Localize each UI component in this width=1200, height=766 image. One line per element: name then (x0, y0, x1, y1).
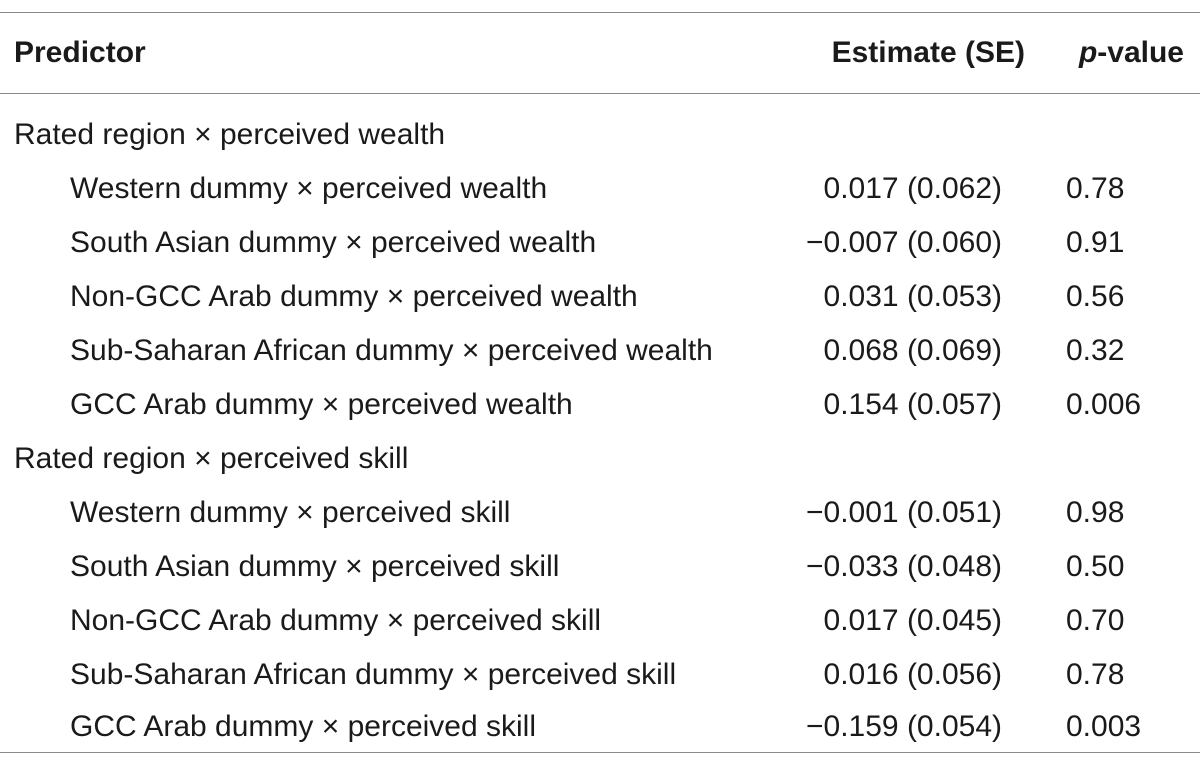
estimate-cell: −0.007 (0.060) (806, 226, 1002, 259)
p-value-cell: 0.32 (1066, 334, 1125, 367)
table-row: Sub-Saharan African dummy × perceived sk… (0, 648, 1200, 702)
estimate-cell: 0.016 (0.056) (823, 658, 1002, 691)
estimate-cell: 0.031 (0.053) (823, 280, 1002, 313)
predictor-cell: South Asian dummy × perceived skill (70, 550, 560, 583)
predictor-cell: Non-GCC Arab dummy × perceived skill (70, 604, 602, 637)
estimate-cell: −0.001 (0.051) (806, 496, 1002, 529)
header-rule (0, 93, 1200, 94)
predictor-cell: Non-GCC Arab dummy × perceived wealth (70, 280, 638, 313)
top-rule (0, 12, 1200, 13)
estimate-cell: −0.159 (0.054) (806, 710, 1002, 743)
p-value-cell: 0.006 (1066, 388, 1142, 421)
predictor-cell: South Asian dummy × perceived wealth (70, 226, 597, 259)
header-p-value: p-value (1079, 12, 1184, 93)
estimate-cell: 0.017 (0.062) (823, 172, 1002, 205)
table-row: Non-GCC Arab dummy × perceived wealth 0.… (0, 270, 1200, 324)
table-row: GCC Arab dummy × perceived wealth 0.154 … (0, 378, 1200, 432)
table-header: Predictor Estimate (SE) p-value (0, 12, 1200, 93)
table-row: Sub-Saharan African dummy × perceived we… (0, 324, 1200, 378)
predictor-cell: Sub-Saharan African dummy × perceived sk… (70, 658, 677, 691)
table-row: South Asian dummy × perceived wealth −0.… (0, 216, 1200, 270)
p-value-cell: 0.56 (1066, 280, 1125, 313)
estimate-cell: 0.154 (0.057) (823, 388, 1002, 421)
header-p-italic: p (1078, 36, 1098, 69)
p-value-cell: 0.78 (1066, 172, 1125, 205)
table-row: South Asian dummy × perceived skill −0.0… (0, 540, 1200, 594)
p-value-cell: 0.78 (1066, 658, 1125, 691)
estimate-cell: −0.033 (0.048) (806, 550, 1002, 583)
table-row: Western dummy × perceived wealth 0.017 (… (0, 162, 1200, 216)
predictor-cell: GCC Arab dummy × perceived wealth (70, 388, 573, 421)
header-p-rest: -value (1097, 36, 1184, 69)
table-row: Non-GCC Arab dummy × perceived skill 0.0… (0, 594, 1200, 648)
predictor-cell: Western dummy × perceived skill (70, 496, 511, 529)
estimate-cell: 0.068 (0.069) (823, 334, 1002, 367)
p-value-cell: 0.91 (1066, 226, 1125, 259)
predictor-cell: Sub-Saharan African dummy × perceived we… (70, 334, 713, 367)
header-predictor: Predictor (14, 36, 146, 69)
estimate-cell: 0.017 (0.045) (823, 604, 1002, 637)
predictor-cell: Western dummy × perceived wealth (70, 172, 548, 205)
table-row: Western dummy × perceived skill −0.001 (… (0, 486, 1200, 540)
group-label: Rated region × perceived wealth (14, 118, 446, 151)
predictor-cell: GCC Arab dummy × perceived skill (70, 710, 536, 743)
group-row-wealth: Rated region × perceived wealth (0, 108, 1200, 162)
group-label: Rated region × perceived skill (14, 442, 409, 475)
p-value-cell: 0.70 (1066, 604, 1125, 637)
p-value-cell: 0.98 (1066, 496, 1125, 529)
bottom-rule (0, 752, 1200, 753)
header-estimate: Estimate (SE) (831, 36, 1025, 69)
p-value-cell: 0.003 (1066, 710, 1142, 743)
table-row: GCC Arab dummy × perceived skill −0.159 … (0, 700, 1200, 754)
group-row-skill: Rated region × perceived skill (0, 432, 1200, 486)
p-value-cell: 0.50 (1066, 550, 1125, 583)
